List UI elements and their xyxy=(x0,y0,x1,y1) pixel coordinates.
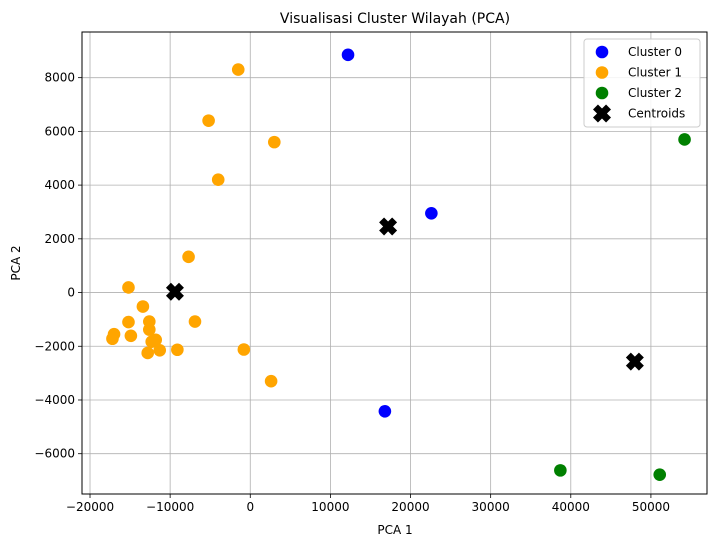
cluster-1-point xyxy=(106,332,119,346)
legend-cluster-1-marker xyxy=(595,66,609,79)
x-tick-label: −20000 xyxy=(66,500,114,514)
y-tick-label: 2000 xyxy=(44,232,75,246)
cluster-1-point xyxy=(211,173,225,187)
cluster-1-point xyxy=(145,335,159,349)
cluster-1-point xyxy=(202,114,215,127)
cluster-1-point xyxy=(231,63,245,76)
legend-centroids-marker xyxy=(593,104,611,123)
legend-cluster-0-label: Cluster 0 xyxy=(628,45,682,59)
cluster-0-point xyxy=(341,48,355,62)
cluster-0-point xyxy=(425,207,438,220)
cluster-1-point xyxy=(188,315,202,328)
cluster-1-point xyxy=(171,343,184,357)
centroids-marker xyxy=(379,217,398,236)
legend-cluster-1-label: Cluster 1 xyxy=(628,66,682,80)
legend-box xyxy=(583,38,701,128)
cluster-1-point xyxy=(124,329,138,343)
x-tick-label: 0 xyxy=(246,500,254,514)
cluster-1-point xyxy=(264,374,278,388)
legend-cluster-0-marker xyxy=(595,45,609,59)
centroids-marker xyxy=(165,282,184,301)
cluster-1-point xyxy=(182,250,195,264)
axis-ticks: −20000 −10000 0 10000 20000 30000 40000 50000−6… xyxy=(34,71,670,514)
plot-frame xyxy=(81,31,708,495)
cluster-1-point xyxy=(268,135,281,149)
x-tick-label: −10000 xyxy=(146,500,194,514)
y-axis-label: PCA 2 xyxy=(9,245,23,280)
cluster-1-point xyxy=(136,300,150,313)
x-tick-label: 40000 xyxy=(552,500,590,514)
cluster-1-point xyxy=(153,343,167,357)
y-tick-label: 6000 xyxy=(44,124,75,138)
y-tick-label: −4000 xyxy=(34,393,75,407)
x-tick-label: 20000 xyxy=(391,500,429,514)
cluster-1-point xyxy=(237,343,251,356)
cluster-2-point xyxy=(554,464,567,477)
y-tick-label: −2000 xyxy=(34,339,75,353)
legend-cluster-2-label: Cluster 2 xyxy=(628,86,682,100)
chart-title: Visualisasi Cluster Wilayah (PCA) xyxy=(280,11,510,27)
y-tick-label: 4000 xyxy=(44,178,75,192)
cluster-1-point xyxy=(141,346,155,360)
cluster-1-point xyxy=(122,315,135,329)
legend-cluster-2-marker xyxy=(595,86,609,100)
centroids-marker xyxy=(625,352,644,371)
x-tick-label: 10000 xyxy=(311,500,349,514)
cluster-1-point xyxy=(143,323,156,336)
cluster-1-point xyxy=(122,281,135,294)
x-axis-label: PCA 1 xyxy=(377,523,412,537)
data-points xyxy=(106,48,691,481)
legend: Cluster 0 Cluster 1 Cluster 2 Centroids xyxy=(583,38,701,128)
y-tick-label: 8000 xyxy=(44,71,75,85)
y-tick-label: 0 xyxy=(67,286,75,300)
legend-centroids-label: Centroids xyxy=(628,107,685,121)
cluster-0-point xyxy=(378,404,392,418)
x-tick-label: 50000 xyxy=(632,500,670,514)
cluster-2-point xyxy=(678,133,691,146)
y-tick-label: −6000 xyxy=(34,447,75,461)
x-tick-label: 30000 xyxy=(472,500,510,514)
cluster-2-point xyxy=(653,468,667,481)
